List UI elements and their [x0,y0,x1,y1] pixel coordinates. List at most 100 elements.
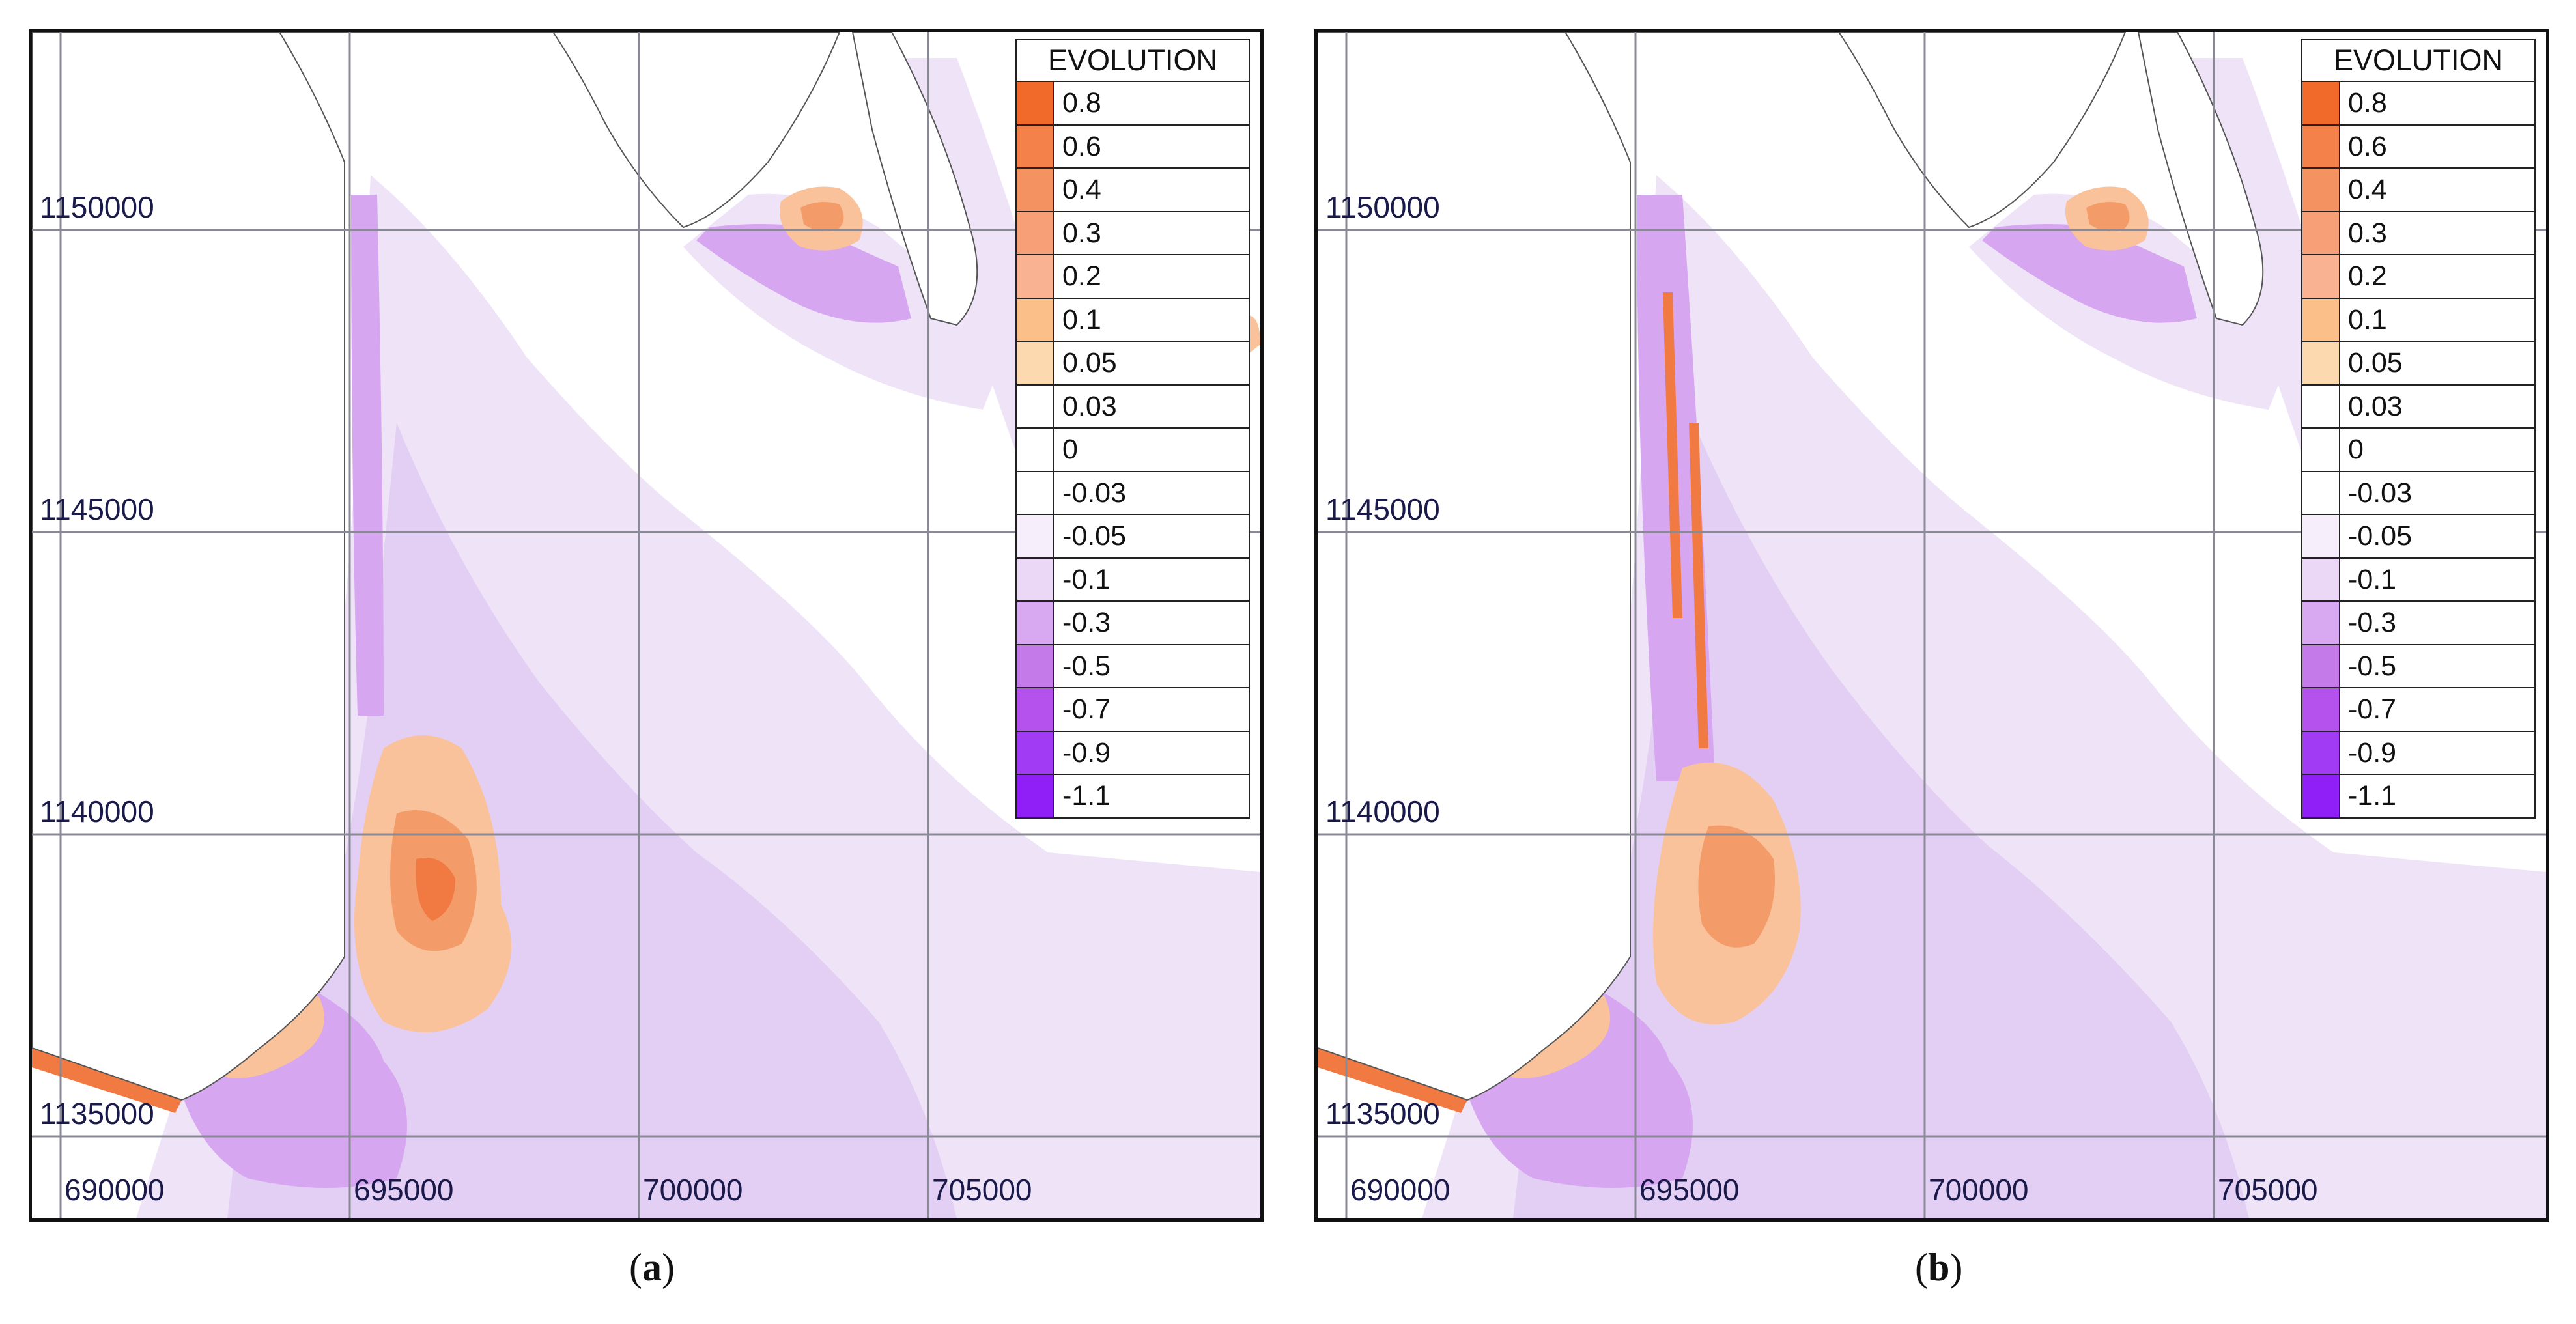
legend-row: 0.2 [1017,255,1249,299]
map-panel-a: 1150000 1145000 1140000 1135000 690000 6… [29,29,1264,1222]
legend-row: -0.7 [1017,688,1249,732]
north-coastline [1565,32,2127,229]
legend-swatch [2302,731,2340,774]
legend-row: -1.1 [1017,775,1249,817]
coastline-layer [32,32,978,1101]
legend-label: 0.4 [1062,174,1101,205]
legend: EVOLUTION 0.8 0.6 0.4 0.3 0.2 0.1 0.05 0.03 0 -0.… [2301,39,2536,819]
legend-row: 0.4 [1017,169,1249,212]
y-tick-1135000: 1135000 [40,1097,154,1131]
legend-rows: 0.8 0.6 0.4 0.3 0.2 0.1 0.05 0.03 0 -0.03 -0.05 -0.… [2302,82,2534,817]
legend-swatch [1017,82,1054,124]
legend-row: 0.1 [1017,298,1249,342]
legend-row: -0.5 [2302,645,2534,688]
evolution-map-a [32,32,1260,1218]
legend-swatch [1017,385,1054,427]
legend-label: 0.6 [1062,130,1101,162]
legend-row: -0.5 [1017,645,1249,688]
legend-label: 0 [2348,434,2364,465]
legend: EVOLUTION 0.8 0.6 0.4 0.3 0.2 0.1 0.05 0.03 0 -0.… [1015,39,1250,819]
legend-swatch [1017,472,1054,514]
legend-swatch [1017,688,1054,731]
legend-row: 0.03 [1017,385,1249,429]
legend-swatch [2302,429,2340,471]
legend-swatch [2302,515,2340,557]
x-tick-695000: 695000 [354,1173,454,1207]
legend-label: 0.2 [2348,261,2387,292]
northern-bay-purple [696,224,911,323]
legend-label: 0.03 [1062,390,1117,422]
legend-label: -0.1 [2348,563,2397,595]
y-tick-1145000: 1145000 [40,492,154,526]
legend-label: 0 [1062,434,1078,465]
legend-rows: 0.8 0.6 0.4 0.3 0.2 0.1 0.05 0.03 0 -0.03 -0.05 -0.… [1017,82,1249,817]
y-tick-1150000: 1150000 [1325,190,1440,224]
legend-row: -0.1 [1017,558,1249,602]
legend-swatch [1017,342,1054,384]
legend-row: -0.9 [2302,731,2534,775]
legend-row: -0.3 [1017,602,1249,645]
legend-label: 0.03 [2348,390,2403,422]
legend-label: 0.1 [2348,303,2387,335]
x-tick-705000: 705000 [2218,1173,2318,1207]
legend-row: 0 [2302,429,2534,472]
legend-swatch [2302,212,2340,254]
legend-swatch [1017,125,1054,167]
legend-label: -0.03 [2348,477,2413,509]
legend-label: -0.9 [1062,737,1111,768]
south-deposit-peak [416,858,455,921]
legend-row: 0.3 [1017,212,1249,255]
legend-swatch [1017,775,1054,817]
legend-label: -1.1 [2348,780,2397,811]
legend-swatch [2302,82,2340,124]
legend-row: -0.03 [1017,472,1249,515]
legend-label: -0.3 [1062,607,1111,638]
legend-label: 0.4 [2348,174,2387,205]
legend-swatch [2302,169,2340,211]
northern-bay-orange-core [800,202,844,232]
x-tick-700000: 700000 [643,1173,743,1207]
legend-swatch [1017,429,1054,471]
sandbar-strip [351,195,384,716]
legend-label: 0.3 [1062,217,1101,249]
legend-swatch [2302,472,2340,514]
sandbar-orange-streaks [1663,292,1708,748]
legend-swatch [1017,255,1054,298]
grid-lines [1318,32,2546,1218]
legend-label: 0.3 [2348,217,2387,249]
legend-row: -0.3 [2302,602,2534,645]
legend-swatch [1017,645,1054,687]
legend-label: -0.1 [1062,563,1111,595]
legend-swatch [2302,688,2340,731]
legend-swatch [1017,169,1054,211]
map-panel-b: 1150000 1145000 1140000 1135000 690000 6… [1314,29,2549,1222]
legend-row: 0.05 [1017,342,1249,386]
legend-label: 0.05 [1062,347,1117,378]
y-tick-1140000: 1140000 [1325,795,1440,828]
legend-label: -0.5 [1062,650,1111,682]
legend-swatch [1017,515,1054,557]
evolution-map-b [1318,32,2546,1218]
legend-label: -0.03 [1062,477,1127,509]
legend-row: 0.1 [2302,298,2534,342]
legend-label: 0.8 [2348,87,2387,119]
x-tick-705000: 705000 [932,1173,1032,1207]
legend-swatch [2302,255,2340,298]
southwest-shore-orange [32,1048,182,1113]
legend-row: -0.1 [2302,558,2534,602]
legend-row: 0.6 [1017,125,1249,169]
y-tick-1135000: 1135000 [1325,1097,1440,1131]
x-tick-690000: 690000 [64,1173,165,1207]
west-coastline [1318,32,1631,1101]
y-tick-1150000: 1150000 [40,190,154,224]
legend-row: 0.2 [2302,255,2534,299]
x-tick-690000: 690000 [1350,1173,1451,1207]
legend-label: -0.05 [1062,520,1127,552]
legend-row: 0.3 [2302,212,2534,255]
y-tick-1145000: 1145000 [1325,492,1440,526]
x-tick-695000: 695000 [1639,1173,1740,1207]
west-coastline [32,32,345,1101]
legend-swatch [2302,558,2340,600]
northern-bay-orange-core [2086,202,2130,232]
legend-swatch [1017,602,1054,644]
